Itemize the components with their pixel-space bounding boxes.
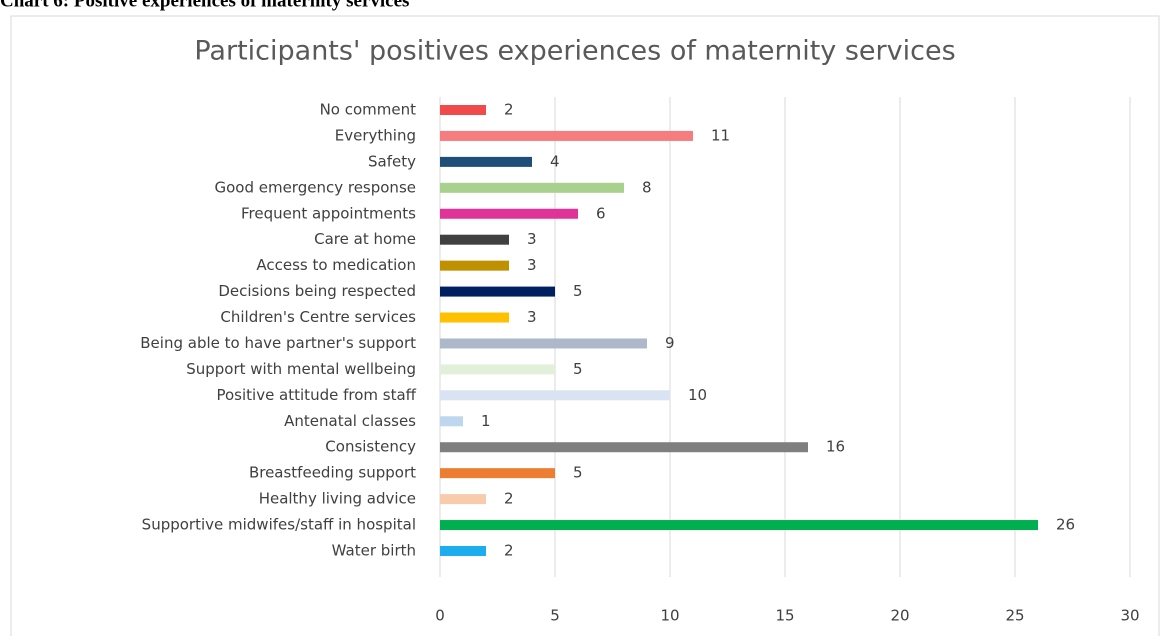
bar [440, 545, 486, 556]
value-label: 5 [573, 464, 583, 482]
x-tick-label: 10 [660, 607, 679, 625]
bar [440, 156, 532, 167]
y-tick-label: Consistency [325, 438, 416, 456]
value-label: 10 [688, 386, 707, 404]
value-label: 6 [596, 204, 606, 222]
bar [440, 520, 1038, 531]
y-tick-label: Safety [368, 152, 416, 170]
value-label: 3 [527, 230, 537, 248]
x-tick-label: 20 [890, 607, 909, 625]
y-tick-label: Everything [335, 126, 416, 144]
x-tick-label: 15 [775, 607, 794, 625]
y-tick-label: Supportive midwifes/staff in hospital [142, 516, 416, 534]
y-tick-label: Water birth [332, 541, 416, 559]
y-tick-label: Breastfeeding support [249, 464, 416, 482]
value-label: 11 [711, 126, 730, 144]
bar [440, 364, 555, 375]
value-label: 26 [1056, 516, 1075, 534]
y-tick-label: Being able to have partner's support [140, 334, 416, 352]
value-label: 5 [573, 360, 583, 378]
bar [440, 390, 670, 401]
y-tick-label: Frequent appointments [241, 204, 416, 222]
chart-title: Participants' positives experiences of m… [194, 36, 955, 67]
y-tick-label: Support with mental wellbeing [186, 360, 416, 378]
bar [440, 312, 509, 323]
value-label: 9 [665, 334, 675, 352]
bar [440, 416, 463, 427]
y-tick-label: No comment [320, 101, 417, 119]
bar [440, 442, 808, 453]
x-tick-label: 30 [1120, 607, 1139, 625]
value-label: 1 [481, 412, 491, 430]
bar [440, 286, 555, 297]
caption: Chart 6: Positive experiences of materni… [0, 0, 409, 11]
x-tick-label: 5 [550, 607, 560, 625]
bar [440, 208, 578, 219]
bar [440, 260, 509, 271]
y-tick-label: Care at home [314, 230, 416, 248]
bar [440, 338, 647, 349]
y-tick-label: Decisions being respected [218, 282, 416, 300]
y-tick-label: Good emergency response [214, 178, 416, 196]
value-label: 8 [642, 178, 652, 196]
y-tick-label: Positive attitude from staff [216, 386, 416, 404]
value-label: 5 [573, 282, 583, 300]
x-tick-label: 25 [1005, 607, 1024, 625]
value-label: 4 [550, 152, 560, 170]
value-label: 2 [504, 101, 514, 119]
y-tick-label: Healthy living advice [259, 490, 416, 508]
value-label: 3 [527, 308, 537, 326]
bar [440, 182, 624, 193]
bar [440, 105, 486, 115]
bar [440, 494, 486, 505]
y-tick-label: Antenatal classes [284, 412, 416, 430]
value-label: 16 [826, 438, 845, 456]
value-label: 2 [504, 490, 514, 508]
y-tick-label: Children's Centre services [220, 308, 416, 326]
y-tick-label: Access to medication [256, 256, 416, 274]
chart-frame [10, 15, 1160, 636]
value-label: 3 [527, 256, 537, 274]
value-label: 2 [504, 541, 514, 559]
bar [440, 234, 509, 245]
x-tick-label: 0 [435, 607, 445, 625]
bar [440, 130, 693, 141]
bar [440, 468, 555, 479]
